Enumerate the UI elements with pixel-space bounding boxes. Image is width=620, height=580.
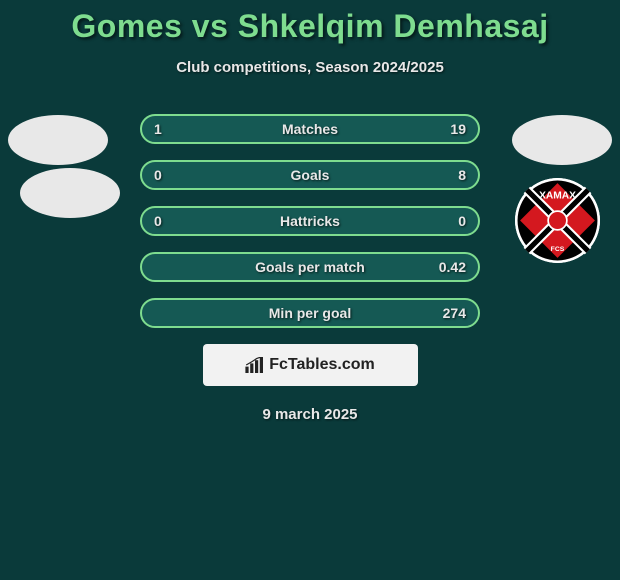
brand-text: FcTables.com [269, 356, 375, 374]
stat-label: Goals per match [255, 259, 365, 275]
stat-row: Min per goal 274 [140, 298, 480, 328]
stat-label: Hattricks [280, 213, 340, 229]
svg-text:FCS: FCS [551, 246, 565, 253]
stat-row: Goals per match 0.42 [140, 252, 480, 282]
player2-avatar [512, 115, 612, 165]
club-logo-text: XAMAX [539, 190, 576, 201]
stat-row: 0 Hattricks 0 [140, 206, 480, 236]
stat-value-right: 0 [458, 213, 466, 229]
club-logo: XAMAX FCS [515, 178, 600, 263]
stats-list: 1 Matches 19 0 Goals 8 0 Hattricks 0 Goals per ma… [140, 114, 480, 328]
chart-icon [245, 357, 265, 373]
stat-value-left: 1 [154, 121, 162, 137]
player1-avatar-top [8, 115, 108, 165]
stat-value-right: 19 [450, 121, 466, 137]
stat-row: 0 Goals 8 [140, 160, 480, 190]
stat-label: Min per goal [269, 305, 351, 321]
subtitle: Club competitions, Season 2024/2025 [0, 59, 620, 76]
brand-badge: FcTables.com [203, 344, 418, 386]
stat-value-right: 8 [458, 167, 466, 183]
stat-label: Matches [282, 121, 338, 137]
stat-row: 1 Matches 19 [140, 114, 480, 144]
page-title: Gomes vs Shkelqim Demhasaj [0, 0, 620, 45]
footer-date: 9 march 2025 [0, 406, 620, 423]
stat-value-right: 274 [443, 305, 466, 321]
stat-value-left: 0 [154, 213, 162, 229]
stat-value-left: 0 [154, 167, 162, 183]
stat-label: Goals [291, 167, 330, 183]
stat-value-right: 0.42 [439, 259, 466, 275]
player1-avatar-bottom [20, 168, 120, 218]
